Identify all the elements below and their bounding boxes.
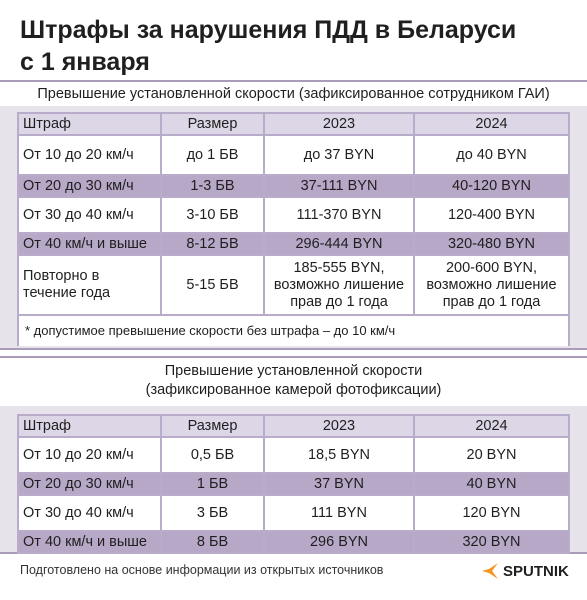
- table-cell: 37-111 BYN: [265, 176, 415, 198]
- table-cell: 296 BYN: [265, 532, 415, 554]
- table-cell: 40-120 BYN: [415, 176, 570, 198]
- table-cell: От 20 до 30 км/ч: [17, 474, 162, 496]
- table-cell: 185-555 BYN, возможно лишение прав до 1 …: [265, 256, 415, 316]
- sputnik-star-icon: [482, 563, 498, 579]
- table-cell: 8 БВ: [162, 532, 265, 554]
- header-cell: Штраф: [17, 414, 162, 438]
- table-cell: до 40 BYN: [415, 136, 570, 176]
- table-cell: 111-370 BYN: [265, 198, 415, 234]
- table-row: От 20 до 30 км/ч 1 БВ 37 BYN 40 BYN: [17, 474, 570, 496]
- sputnik-logo: SPUTNIK: [480, 561, 569, 581]
- section-camera: Превышение установленной скорости (зафик…: [0, 356, 587, 554]
- header-cell: Штраф: [17, 112, 162, 136]
- table-row: Повторно в течение года 5-15 БВ 185-555 …: [17, 256, 570, 316]
- header-cell: 2024: [415, 414, 570, 438]
- table-cell: до 1 БВ: [162, 136, 265, 176]
- title-line-2: с 1 января: [20, 48, 150, 76]
- header-cell: Размер: [162, 112, 265, 136]
- table-gai-header-row: Штраф Размер 2023 2024: [17, 112, 570, 136]
- table-row: От 30 до 40 км/ч 3-10 БВ 111-370 BYN 120…: [17, 198, 570, 234]
- table-cell: 3-10 БВ: [162, 198, 265, 234]
- title-line-1: Штрафы за нарушения ПДД в Беларуси: [20, 16, 517, 44]
- table-cell: 37 BYN: [265, 474, 415, 496]
- table-row: От 10 до 20 км/ч 0,5 БВ 18,5 BYN 20 BYN: [17, 438, 570, 474]
- table-cell: От 30 до 40 км/ч: [17, 496, 162, 532]
- table-cell: 5-15 БВ: [162, 256, 265, 316]
- table-cell: От 30 до 40 км/ч: [17, 198, 162, 234]
- table-cell: От 10 до 20 км/ч: [17, 136, 162, 176]
- table-row: От 40 км/ч и выше 8-12 БВ 296-444 BYN 32…: [17, 234, 570, 256]
- table-cell: От 10 до 20 км/ч: [17, 438, 162, 474]
- table-cell: 40 BYN: [415, 474, 570, 496]
- table-cell: 120-400 BYN: [415, 198, 570, 234]
- table-cell: 1-3 БВ: [162, 176, 265, 198]
- table-cell: 1 БВ: [162, 474, 265, 496]
- table-cell: От 20 до 30 км/ч: [17, 176, 162, 198]
- table-cell: 8-12 БВ: [162, 234, 265, 256]
- table-cell: 296-444 BYN: [265, 234, 415, 256]
- table-camera-header-row: Штраф Размер 2023 2024: [17, 414, 570, 438]
- section-camera-heading: Превышение установленной скорости (зафик…: [0, 358, 587, 406]
- table-row: От 20 до 30 км/ч 1-3 БВ 37-111 BYN 40-12…: [17, 176, 570, 198]
- table-cell: 111 BYN: [265, 496, 415, 532]
- section-gai: Превышение установленной скорости (зафик…: [0, 80, 587, 350]
- table-camera: Штраф Размер 2023 2024 От 10 до 20 км/ч …: [17, 414, 570, 554]
- header-cell: 2024: [415, 112, 570, 136]
- table-gai: Штраф Размер 2023 2024 От 10 до 20 км/ч …: [17, 112, 570, 316]
- page-title: Штрафы за нарушения ПДД в Беларуси с 1 я…: [20, 14, 570, 78]
- header-cell: 2023: [265, 414, 415, 438]
- table-cell: От 40 км/ч и выше: [17, 234, 162, 256]
- table-cell: От 40 км/ч и выше: [17, 532, 162, 554]
- table-cell: 3 БВ: [162, 496, 265, 532]
- table-cell: Повторно в течение года: [17, 256, 162, 316]
- header-cell: 2023: [265, 112, 415, 136]
- table-cell: 320-480 BYN: [415, 234, 570, 256]
- table-row: От 40 км/ч и выше 8 БВ 296 BYN 320 BYN: [17, 532, 570, 554]
- section-camera-heading-line-1: Превышение установленной скорости: [164, 363, 423, 379]
- table-cell: до 37 BYN: [265, 136, 415, 176]
- table-cell: 200-600 BYN, возможно лишение прав до 1 …: [415, 256, 570, 316]
- table-cell: 120 BYN: [415, 496, 570, 532]
- table-cell: 0,5 БВ: [162, 438, 265, 474]
- source-footnote: Подготовлено на основе информации из отк…: [20, 563, 384, 577]
- table-cell: 18,5 BYN: [265, 438, 415, 474]
- speed-tolerance-note: * допустимое превышение скорости без штр…: [17, 316, 570, 346]
- section-gai-heading: Превышение установленной скорости (зафик…: [0, 82, 587, 106]
- table-cell: 320 BYN: [415, 532, 570, 554]
- table-row: От 10 до 20 км/ч до 1 БВ до 37 BYN до 40…: [17, 136, 570, 176]
- table-row: От 30 до 40 км/ч 3 БВ 111 BYN 120 BYN: [17, 496, 570, 532]
- section-camera-heading-line-2: (зафиксированное камерой фотофиксации): [145, 382, 442, 398]
- table-cell: 20 BYN: [415, 438, 570, 474]
- logo-text: SPUTNIK: [503, 562, 569, 580]
- header-cell: Размер: [162, 414, 265, 438]
